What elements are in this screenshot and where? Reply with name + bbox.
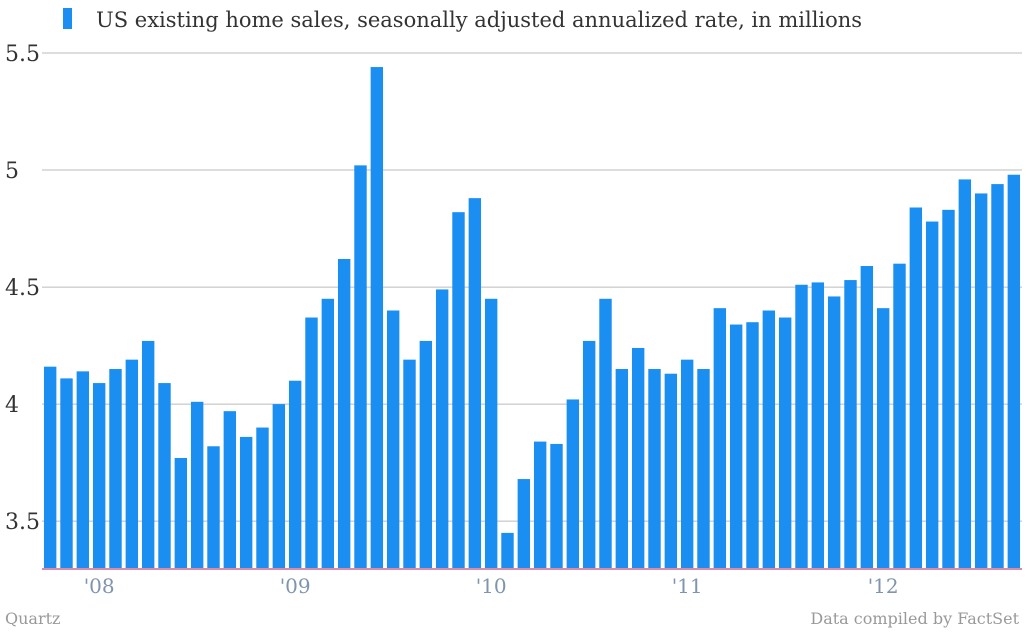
y-tick-label: 5 [5, 159, 19, 184]
bar [158, 383, 171, 568]
bar [860, 266, 874, 568]
bar [778, 317, 792, 568]
bar [141, 340, 155, 568]
bar [582, 340, 596, 568]
bar [125, 359, 139, 568]
bar [925, 221, 939, 569]
y-tick-label: 3.5 [5, 510, 40, 535]
grid-lines [42, 52, 1022, 522]
bar [223, 411, 237, 568]
data-source-note: Data compiled by FactSet [810, 609, 1019, 628]
y-tick-label: 4.5 [5, 276, 40, 301]
bar [827, 296, 841, 568]
x-tick-label: '10 [476, 574, 507, 598]
bar [386, 310, 400, 568]
bar [1007, 174, 1021, 569]
bar [452, 212, 465, 568]
bar [648, 369, 661, 568]
bar [811, 282, 825, 568]
bar [566, 399, 580, 568]
bar [484, 298, 498, 568]
bar [109, 369, 122, 568]
bar [697, 369, 710, 568]
legend: US existing home sales, seasonally adjus… [63, 8, 862, 32]
bar [615, 369, 629, 568]
x-tick-label: '09 [280, 574, 311, 598]
legend-label: US existing home sales, seasonally adjus… [96, 8, 862, 32]
bar [76, 371, 90, 568]
bar [92, 383, 106, 568]
bar [468, 198, 482, 568]
bar [517, 479, 531, 568]
bar [974, 193, 988, 568]
bar [550, 443, 563, 568]
bar [43, 366, 57, 568]
bar [991, 184, 1004, 568]
bar [419, 340, 433, 568]
y-axis-ticks: 3.5 4 4.5 5 5.5 [5, 42, 40, 535]
bar [599, 298, 612, 568]
bar [631, 347, 645, 568]
bar [713, 308, 727, 568]
bar [909, 207, 923, 568]
x-axis-ticks: '08 '09 '10 '11 '12 [84, 574, 899, 598]
bar [746, 322, 759, 568]
bar [272, 404, 286, 568]
bar [729, 324, 743, 568]
bar [403, 359, 416, 568]
bar [533, 441, 547, 568]
y-tick-label: 5.5 [5, 42, 40, 67]
bar [207, 446, 220, 568]
bar [876, 308, 890, 568]
x-tick-label: '11 [672, 574, 703, 598]
legend-swatch [63, 8, 72, 29]
bars [43, 67, 1021, 569]
bar [174, 457, 188, 568]
bar [501, 532, 514, 568]
x-tick-label: '08 [84, 574, 115, 598]
bar [321, 298, 335, 568]
y-tick-label: 4 [5, 393, 19, 418]
bar [370, 67, 384, 569]
bar [354, 165, 367, 569]
source-credit: Quartz [5, 609, 60, 628]
bar [256, 427, 269, 568]
bar [958, 179, 972, 568]
bar [844, 280, 857, 568]
bar [288, 380, 302, 568]
bar [893, 263, 906, 568]
bar [337, 259, 351, 568]
bar [435, 289, 449, 568]
bar [942, 209, 955, 568]
bar [190, 401, 204, 568]
bar [664, 373, 678, 568]
bar [239, 436, 253, 568]
bar [795, 284, 808, 568]
bar [680, 359, 694, 568]
x-tick-label: '12 [868, 574, 899, 598]
bar [762, 310, 776, 568]
bar [60, 378, 73, 568]
bar [305, 317, 318, 568]
